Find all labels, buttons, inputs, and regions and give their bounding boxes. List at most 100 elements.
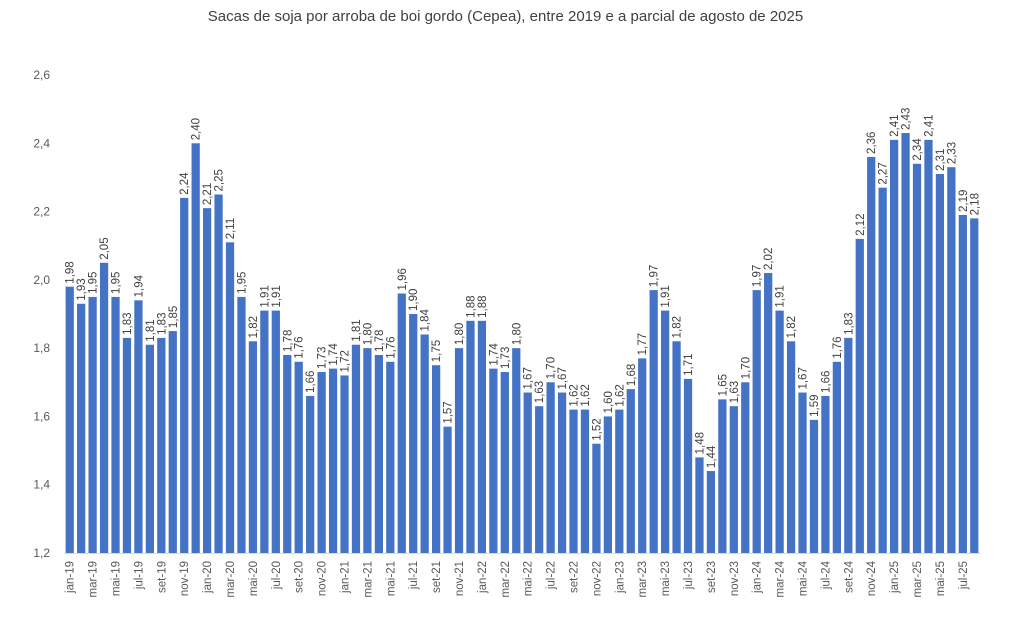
x-tick-label: jul-21 bbox=[408, 561, 420, 590]
bar-out-22 bbox=[580, 409, 590, 553]
bar-abr-19 bbox=[99, 262, 109, 553]
x-tick-label: nov-21 bbox=[454, 561, 466, 596]
data-label-jan-25: 2,41 bbox=[889, 114, 901, 136]
data-label-abr-20: 1,95 bbox=[236, 272, 248, 294]
data-label-out-21: 1,57 bbox=[443, 401, 455, 423]
bar-mai-20 bbox=[248, 341, 258, 553]
bar-abr-23 bbox=[649, 290, 658, 553]
bar-jun-23 bbox=[672, 341, 681, 553]
data-label-fev-25: 2,43 bbox=[901, 108, 913, 130]
bar-dez-24 bbox=[878, 187, 887, 554]
data-label-mai-24: 1,67 bbox=[798, 367, 810, 389]
data-label-ago-21: 1,84 bbox=[420, 309, 432, 332]
bar-set-21 bbox=[432, 365, 441, 553]
x-tick-label: mar-21 bbox=[362, 561, 374, 597]
data-label-set-20: 1,76 bbox=[294, 336, 306, 358]
data-label-fev-24: 2,02 bbox=[763, 248, 775, 270]
data-label-jun-19: 1,83 bbox=[122, 313, 134, 335]
data-label-dez-22: 1,60 bbox=[603, 391, 615, 413]
bars bbox=[65, 133, 979, 554]
bar-jul-25 bbox=[958, 214, 967, 554]
data-label-mar-19: 1,95 bbox=[88, 272, 100, 294]
data-label-ago-22: 1,67 bbox=[557, 367, 569, 389]
x-tick-label: mai-23 bbox=[660, 561, 672, 596]
data-label-jan-24: 1,97 bbox=[752, 265, 764, 287]
y-axis: 1,2 1,4 1,6 1,8 2,0 2,2 2,4 2,6 bbox=[33, 68, 50, 560]
data-label-jun-23: 1,82 bbox=[672, 316, 684, 338]
bar-mar-21 bbox=[363, 348, 372, 553]
data-label-dez-19: 2,40 bbox=[191, 118, 203, 140]
data-label-mai-21: 1,76 bbox=[385, 336, 397, 358]
bar-fev-25 bbox=[901, 133, 910, 554]
x-tick-label: jul-19 bbox=[133, 561, 145, 590]
bar-mar-23 bbox=[638, 358, 647, 553]
bar-jan-21 bbox=[340, 375, 349, 553]
data-label-jan-20: 2,21 bbox=[202, 183, 214, 205]
data-label-set-22: 1,62 bbox=[569, 384, 581, 406]
data-label-mar-25: 2,34 bbox=[912, 138, 924, 161]
bar-jul-23 bbox=[683, 378, 693, 553]
data-label-jun-22: 1,63 bbox=[534, 381, 546, 403]
data-label-ago-19: 1,81 bbox=[145, 319, 157, 341]
x-tick-label: jan-21 bbox=[340, 561, 352, 594]
data-label-abr-24: 1,82 bbox=[786, 316, 798, 338]
data-label-nov-24: 2,36 bbox=[866, 132, 878, 154]
bar-mar-24 bbox=[775, 310, 784, 553]
data-label-mai-19: 1,95 bbox=[111, 272, 123, 294]
bar-mai-21 bbox=[386, 361, 395, 553]
x-tick-label: set-19 bbox=[156, 561, 168, 593]
bar-jun-20 bbox=[260, 310, 269, 553]
data-label-fev-19: 1,93 bbox=[76, 278, 88, 300]
bar-ago-25 bbox=[970, 218, 979, 553]
data-label-nov-21: 1,80 bbox=[454, 323, 466, 345]
bar-set-24 bbox=[844, 337, 853, 553]
bar-fev-19 bbox=[77, 303, 86, 553]
bar-mar-20 bbox=[225, 242, 235, 554]
bar-nov-22 bbox=[592, 443, 601, 553]
data-label-mar-22: 1,73 bbox=[500, 347, 512, 369]
x-tick-label: jan-25 bbox=[889, 561, 901, 594]
data-label-mar-24: 1,91 bbox=[775, 285, 787, 307]
data-label-abr-19: 2,05 bbox=[99, 237, 111, 259]
x-tick-label: mai-21 bbox=[385, 561, 397, 596]
x-tick-label: jan-24 bbox=[752, 560, 764, 594]
data-label-jul-23: 1,71 bbox=[683, 353, 695, 375]
data-label-ago-24: 1,76 bbox=[832, 336, 844, 358]
bar-jan-20 bbox=[203, 208, 212, 553]
bar-ago-22 bbox=[557, 392, 567, 553]
bar-set-19 bbox=[157, 337, 166, 553]
bar-jun-22 bbox=[535, 406, 544, 553]
bar-fev-20 bbox=[214, 194, 223, 553]
data-labels: 1,981,93 1,952,051,951,831,941,81 1,83 1,85… bbox=[65, 108, 982, 468]
data-label-abr-21: 1,78 bbox=[374, 330, 386, 352]
x-tick-label: mar-24 bbox=[775, 560, 787, 597]
bar-fev-23 bbox=[626, 389, 635, 553]
bar-out-19 bbox=[168, 331, 177, 553]
x-tick-label: jul-20 bbox=[271, 561, 283, 590]
bar-jul-20 bbox=[271, 310, 280, 553]
data-label-jul-22: 1,70 bbox=[546, 357, 558, 379]
data-label-set-23: 1,44 bbox=[706, 445, 718, 468]
data-label-mai-22: 1,67 bbox=[523, 367, 535, 389]
y-tick-label: 1,2 bbox=[33, 546, 50, 560]
bar-ago-21 bbox=[420, 334, 429, 553]
bar-jun-21 bbox=[397, 293, 406, 553]
x-tick-label: mar-23 bbox=[637, 561, 649, 597]
data-label-jan-19: 1,98 bbox=[65, 261, 77, 283]
data-label-jan-21: 1,72 bbox=[340, 350, 352, 372]
x-tick-label: set-20 bbox=[294, 561, 306, 593]
bar-jan-19 bbox=[65, 286, 74, 553]
bar-nov-20 bbox=[317, 372, 326, 553]
x-tick-label: jul-22 bbox=[546, 561, 558, 590]
data-label-jul-25: 2,19 bbox=[958, 190, 970, 212]
bar-jan-23 bbox=[615, 409, 624, 553]
y-tick-label: 2,2 bbox=[33, 205, 50, 219]
bar-dez-22 bbox=[603, 416, 612, 553]
data-label-mar-20: 2,11 bbox=[225, 218, 237, 240]
bar-out-23 bbox=[718, 399, 727, 553]
x-tick-label: jan-23 bbox=[614, 561, 626, 594]
data-label-fev-22: 1,74 bbox=[488, 343, 500, 366]
bar-ago-23 bbox=[695, 457, 704, 553]
x-axis: jan-19 mar-19 mai-19 jul-19 set-19 nov-19 jan-… bbox=[65, 560, 970, 597]
data-label-nov-22: 1,52 bbox=[591, 418, 603, 440]
